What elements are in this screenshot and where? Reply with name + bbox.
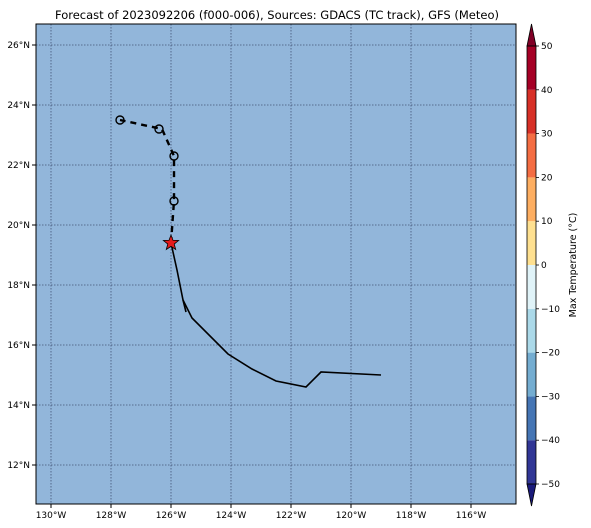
lon-tick-label: 128°W (96, 511, 127, 521)
colorbar-tick-label: 10 (541, 217, 553, 227)
colorbar-segment (527, 133, 536, 178)
colorbar-tick-label: −20 (541, 349, 560, 359)
colorbar-tick-label: 0 (541, 261, 547, 271)
lon-tick-label: 118°W (396, 511, 427, 521)
colorbar-tick-label: 50 (541, 42, 553, 52)
forecast-position-marker (169, 196, 179, 206)
colorbar-segment (527, 221, 536, 265)
colorbar-segment (527, 177, 536, 222)
lat-tick-label: 26°N (7, 41, 30, 51)
lat-tick-label: 18°N (7, 281, 30, 291)
colorbar-segment (527, 308, 536, 353)
colorbar-tick-label: 20 (541, 173, 553, 183)
colorbar-label: Max Temperature (°C) (568, 213, 579, 318)
map-ticks: 130°W 128°W 126°W 124°W 122°W 120°W 118°W 116°W… (7, 41, 486, 521)
colorbar-under-extension (526, 483, 537, 507)
colorbar-segment (527, 46, 536, 90)
colorbar-tick-label: −10 (541, 305, 560, 315)
lat-tick-label: 16°N (7, 341, 30, 351)
lon-tick-label: 122°W (276, 511, 307, 521)
map-frame (35, 23, 517, 505)
lat-tick-label: 14°N (7, 401, 30, 411)
lat-tick-label: 12°N (7, 461, 30, 471)
tc-track (115, 115, 382, 388)
lat-tick-label: 22°N (7, 161, 30, 171)
lon-tick-label: 116°W (456, 511, 487, 521)
colorbar-tick-label: 40 (541, 86, 553, 96)
forecast-position-marker (169, 151, 179, 161)
colorbar-tick-label: −30 (541, 392, 560, 402)
colorbar-segment (527, 440, 536, 484)
colorbar-over-extension (526, 23, 537, 47)
figure-title: Forecast of 2023092206 (f000-006), Sourc… (55, 8, 499, 22)
lat-tick-label: 24°N (7, 101, 30, 111)
forecast-position-marker (154, 124, 164, 134)
lon-tick-label: 126°W (156, 511, 187, 521)
colorbar-tick-label: 30 (541, 130, 553, 140)
map-gridlines (36, 24, 516, 504)
lat-tick-label: 20°N (7, 221, 30, 231)
colorbar-segment (527, 352, 536, 397)
lon-tick-label: 130°W (36, 511, 67, 521)
lon-tick-label: 124°W (216, 511, 247, 521)
current-position-star (162, 233, 180, 251)
lon-tick-label: 120°W (336, 511, 367, 521)
map-panel: 130°W 128°W 126°W 124°W 122°W 120°W 118°W 116°W… (7, 23, 517, 521)
forecast-position-marker (115, 115, 125, 125)
colorbar-tick-label: −40 (541, 436, 560, 446)
ocean-background (36, 24, 516, 504)
colorbar-segment (527, 89, 536, 134)
colorbar-tick-label: −50 (541, 480, 560, 490)
colorbar-segment (527, 265, 536, 309)
observed-track-line (170, 242, 382, 388)
observed-track-segment (182, 299, 187, 313)
colorbar: −50 −40 −30 −20 −10 0 10 20 30 40 50 (526, 23, 560, 507)
colorbar-segment (527, 396, 536, 441)
